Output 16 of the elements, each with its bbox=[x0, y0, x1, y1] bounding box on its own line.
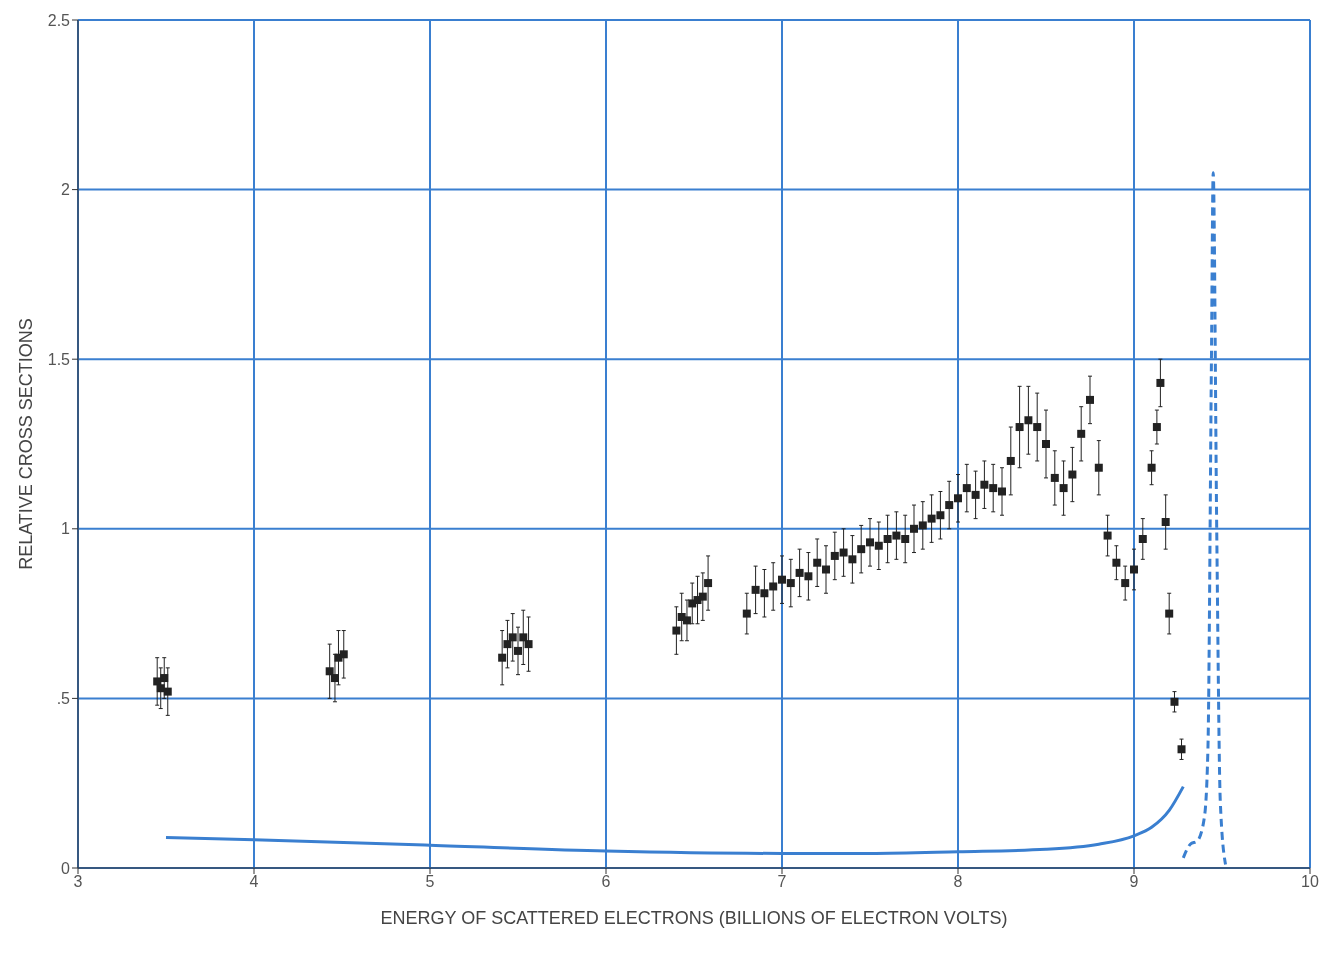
y-tick-label: 2 bbox=[61, 181, 71, 199]
x-tick-label: 6 bbox=[601, 873, 611, 891]
x-tick-label: 9 bbox=[1129, 873, 1139, 891]
x-tick-label: 10 bbox=[1301, 873, 1319, 891]
x-tick-label: 7 bbox=[777, 873, 787, 891]
y-axis-title: RELATIVE CROSS SECTIONS bbox=[16, 318, 37, 570]
x-tick-label: 5 bbox=[425, 873, 435, 891]
x-tick-label: 4 bbox=[249, 873, 259, 891]
x-axis-title: ENERGY OF SCATTERED ELECTRONS (BILLIONS OF ELECTRON VOLTS) bbox=[380, 908, 1008, 928]
y-tick-label: 1 bbox=[61, 520, 71, 538]
y-tick-label: 0 bbox=[61, 859, 71, 877]
x-tick-label: 3 bbox=[73, 873, 83, 891]
y-tick-label: 2.5 bbox=[47, 11, 71, 29]
x-tick-label: 8 bbox=[953, 873, 963, 891]
y-tick-label: 1.5 bbox=[47, 350, 71, 368]
y-tick-label: .5 bbox=[56, 690, 71, 708]
